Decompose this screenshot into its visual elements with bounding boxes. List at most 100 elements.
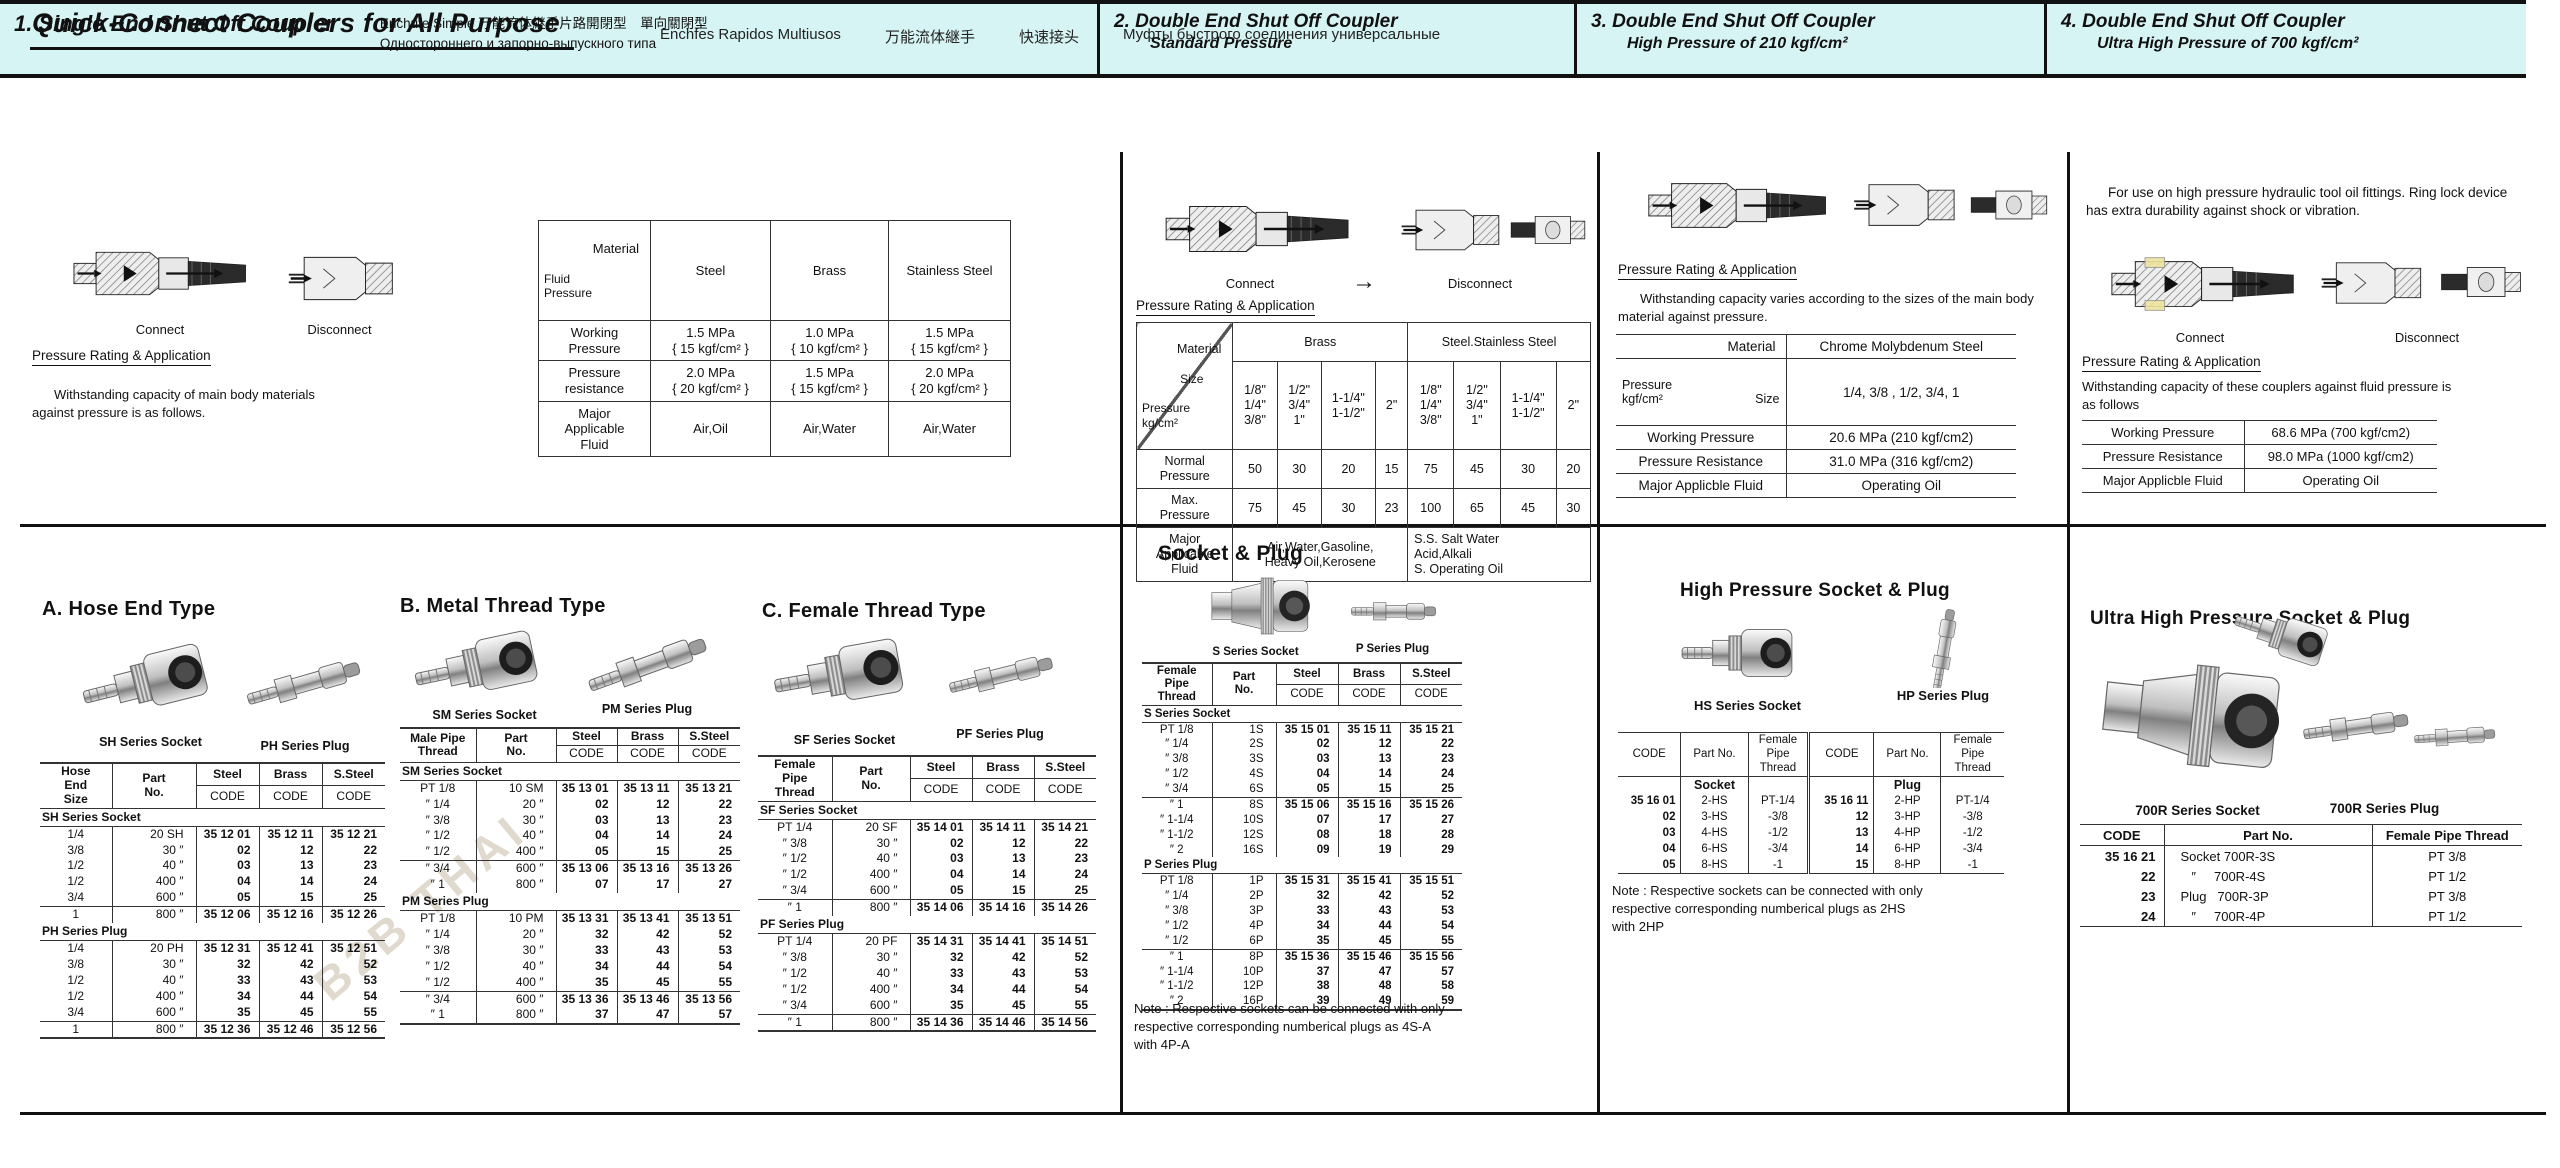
table-row: 1/4 20 SH 35 12 01 35 12 11 35 12 21 bbox=[40, 825, 385, 843]
subtitle-ja: 万能流体継手 bbox=[884, 29, 975, 46]
thread-header: Female Pipe Thread bbox=[1940, 731, 2004, 778]
table-row: 3/8 30 ″ 02 12 22 bbox=[40, 842, 385, 859]
uhp-spec-table: Working Pressure 68.6 MPa (700 kgf/cm2) Pr… bbox=[2082, 420, 2437, 493]
cell: 24 bbox=[2080, 906, 2165, 927]
size-label: Size bbox=[1755, 392, 1780, 406]
cell: 1/4 bbox=[40, 939, 113, 957]
cell: 1.5 MPa { 15 kgf/cm² } bbox=[888, 320, 1011, 362]
table-row: 03 4-HS -1/2 13 4-HP -1/2 bbox=[1618, 825, 2004, 842]
socket-plug-note: Note : Respective sockets can be connect… bbox=[1134, 1001, 1445, 1053]
corner-material-label: Material bbox=[1176, 342, 1222, 356]
table-row: ″ 3/4 6S 05 15 25 bbox=[1142, 782, 1462, 798]
cell: 05 bbox=[555, 844, 618, 861]
cell: 05 bbox=[195, 890, 260, 907]
cell: Plug 700R-3P bbox=[2163, 886, 2373, 906]
cell: 15 bbox=[1337, 782, 1401, 798]
code-header: CODE bbox=[677, 744, 740, 763]
double-end-disconnect-plug-cutaway bbox=[1508, 202, 1588, 258]
cell: 20 PH bbox=[111, 939, 197, 957]
u700-plug-label: 700R Series Plug bbox=[2329, 801, 2440, 816]
cell: 35 13 51 bbox=[677, 909, 740, 927]
series-title-row: PH Series Plug bbox=[40, 923, 385, 941]
cell: 27 bbox=[1399, 812, 1462, 828]
cell: 33 bbox=[555, 942, 618, 959]
cell: 35 12 16 bbox=[258, 906, 323, 924]
cell: 10 PM bbox=[475, 909, 557, 927]
cell: ″ 1/2 bbox=[1142, 918, 1213, 934]
table-row: ″ 3/4 600 ″ 35 13 06 35 13 16 35 13 26 bbox=[400, 860, 740, 878]
cell: 10S bbox=[1211, 812, 1277, 828]
single-end-connect-cutaway bbox=[70, 232, 255, 315]
cell: ″ 1/2 bbox=[1142, 767, 1213, 782]
cell: 33 bbox=[1275, 904, 1339, 919]
cell: PT 1/2 bbox=[2371, 866, 2522, 886]
sh-socket-photo bbox=[78, 628, 238, 730]
cell: 40 ″ bbox=[111, 858, 197, 875]
cell: 400 ″ bbox=[111, 874, 197, 891]
cell: ″ 1 bbox=[758, 899, 833, 917]
cell: 33 bbox=[195, 972, 260, 989]
cell: 800 ″ bbox=[831, 1013, 911, 1032]
cell: 8-HS bbox=[1680, 857, 1749, 874]
cell: 53 bbox=[1399, 904, 1462, 919]
code-header: CODE bbox=[1033, 778, 1096, 802]
cell: PT 1/2 bbox=[2371, 906, 2522, 927]
cell: 44 bbox=[258, 988, 323, 1005]
cell: 35 14 26 bbox=[1033, 899, 1096, 917]
cell: 30 bbox=[1320, 488, 1377, 529]
uhp-socket-plug-heading: Ultra High Pressure Socket & Plug bbox=[2090, 608, 2411, 629]
cell: 1/2 bbox=[40, 874, 113, 891]
table-row: ″ 1-1/2 12P 38 48 58 bbox=[1142, 979, 1462, 995]
cell: 34 bbox=[195, 988, 260, 1005]
cell: 12S bbox=[1211, 827, 1277, 843]
cell: ″ 3/4 bbox=[1142, 782, 1213, 798]
cell: Normal Pressure bbox=[1135, 449, 1234, 490]
cell: ″ 1 bbox=[758, 1013, 833, 1032]
cell: 35 13 31 bbox=[555, 909, 618, 927]
cell: ″ 1 bbox=[400, 877, 477, 894]
cell: PT 3/8 bbox=[2371, 886, 2522, 906]
u700-socket-photo-2 bbox=[2230, 598, 2350, 678]
section1-subtitle-line2: Одностороннего и запорно-выпускного типа bbox=[379, 35, 657, 51]
corner-material-label: Material bbox=[592, 240, 639, 256]
cell: 20 ″ bbox=[475, 926, 557, 943]
size-value: 1/4, 3/8 , 1/2, 3/4, 1 bbox=[1785, 358, 2016, 426]
cell: 45 bbox=[258, 1004, 323, 1021]
cell: PF Series Plug bbox=[758, 916, 1096, 934]
cell: 40 ″ bbox=[831, 851, 911, 868]
table-row: ″ 1/4 2P 32 42 52 bbox=[1142, 889, 1462, 904]
cell: 45 bbox=[1499, 488, 1557, 529]
table-row: 22 ″ 700R-4S PT 1/2 bbox=[2080, 866, 2522, 886]
cell: 12 bbox=[1808, 810, 1875, 826]
col-thread: Male Pipe Thread bbox=[400, 727, 477, 763]
cell: 1.0 MPa { 10 kgf/cm² } bbox=[770, 320, 889, 362]
section1-body: Withstanding capacity of main body mater… bbox=[32, 387, 315, 420]
cell: 4-HS bbox=[1680, 825, 1749, 842]
arrow-icon: → bbox=[1352, 268, 1376, 295]
cell: -3/4 bbox=[1747, 841, 1811, 858]
female-thread-table: Female Pipe Thread Part No. Steel Brass … bbox=[758, 755, 1096, 1033]
cell: 65 bbox=[1453, 488, 1501, 529]
pm-plug-label: PM Series Plug bbox=[601, 702, 693, 716]
cell: 54 bbox=[321, 988, 385, 1005]
col-stainless: Stainless Steel bbox=[888, 219, 1011, 322]
cell: 38 bbox=[1275, 979, 1339, 995]
section3-subtitle: High Pressure of 210 kgf/cm² bbox=[1627, 35, 1848, 52]
cell: Plug bbox=[1873, 776, 1942, 795]
code-header: CODE bbox=[556, 744, 618, 763]
col-steel: Steel bbox=[195, 762, 260, 787]
cell: 35 14 56 bbox=[1033, 1013, 1096, 1032]
cell: ″ 1 bbox=[1142, 796, 1213, 813]
section1-title: 1. Single End Shut Off Coupler bbox=[14, 11, 334, 36]
cell: 35 13 21 bbox=[677, 779, 740, 797]
cell: 15 bbox=[1808, 857, 1875, 874]
cell bbox=[1940, 776, 2004, 795]
cell: PT 1/8 bbox=[400, 909, 477, 927]
table-row: Pressure kgf/cm² Size 1/4, 3/8 , 1/2, 3/… bbox=[1616, 358, 2016, 426]
cell: 13 bbox=[616, 812, 679, 829]
cell: 6P bbox=[1211, 933, 1277, 950]
cell: Working Pressure bbox=[538, 320, 651, 362]
rating-heading-4: Pressure Rating & Application bbox=[2082, 354, 2261, 372]
page-title: Quick-Connect Couplers for All Purpose bbox=[30, 8, 574, 50]
series-title-row: SF Series Socket bbox=[758, 801, 1096, 820]
